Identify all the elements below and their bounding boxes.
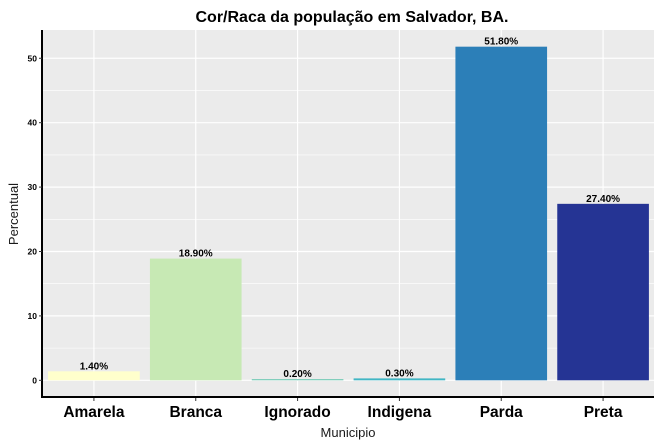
y-tick-label: 0 <box>32 375 37 385</box>
x-axis-label: Municipio <box>321 425 376 440</box>
data-label: 0.20% <box>283 369 311 380</box>
x-tick-label: Parda <box>480 404 523 421</box>
y-tick-label: 40 <box>28 118 38 128</box>
data-label: 1.40% <box>80 361 108 372</box>
bar-ignorado <box>251 379 344 381</box>
bar-preta <box>557 203 649 381</box>
y-tick-label: 10 <box>28 311 38 321</box>
y-axis-label: Percentual <box>6 183 21 245</box>
x-tick-label: Preta <box>584 404 623 421</box>
bar-indigena <box>353 378 446 381</box>
y-tick-label: 30 <box>28 182 38 192</box>
data-label: 27.40% <box>586 194 620 205</box>
bar-amarela <box>48 371 140 381</box>
data-label: 0.30% <box>385 368 413 379</box>
y-tick-label: 20 <box>28 247 38 257</box>
x-tick-label: Indigena <box>368 404 432 421</box>
data-labels: 1.40% 18.90% 0.20% 0.30% 51.80% 27.40% <box>80 37 620 380</box>
bars <box>48 46 649 381</box>
x-tick-label: Branca <box>169 404 222 421</box>
y-tick-label: 50 <box>28 53 38 63</box>
plot-panel <box>43 30 654 398</box>
data-label: 51.80% <box>484 37 518 48</box>
data-label: 18.90% <box>179 249 213 260</box>
bar-parda <box>455 46 548 381</box>
major-gridlines <box>43 30 654 397</box>
y-axis-ticks: 0 10 20 30 40 50 <box>28 53 42 385</box>
x-tick-label: Amarela <box>63 404 125 421</box>
bar-branca <box>149 258 242 381</box>
x-axis-ticks: Amarela Branca Ignorado Indigena Parda Preta <box>63 398 623 421</box>
chart-title: Cor/Raca da população em Salvador, BA. <box>196 9 509 26</box>
minor-gridlines <box>43 90 654 349</box>
x-tick-label: Ignorado <box>264 404 330 421</box>
